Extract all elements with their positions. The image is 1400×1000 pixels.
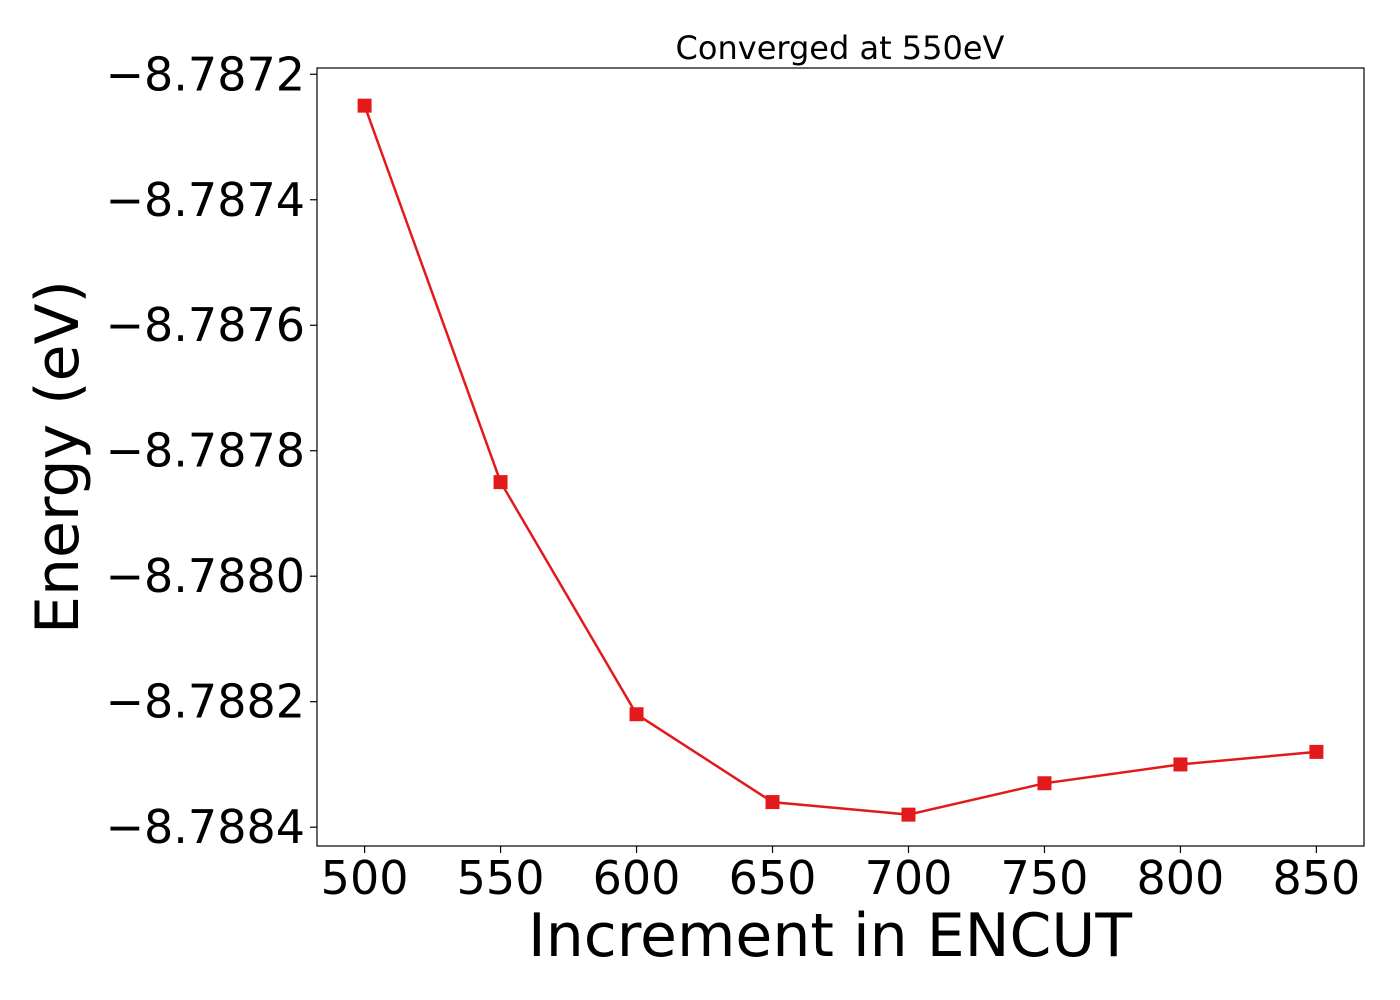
y-tick-label: −8.7878 [106, 424, 306, 478]
data-point [1173, 757, 1188, 772]
plot-frame [316, 67, 1365, 847]
x-axis: 500 550 600 650 700 750 800 850 [321, 846, 1361, 905]
y-tick-label: −8.7882 [106, 675, 306, 729]
data-point [629, 707, 644, 722]
data-point [1037, 776, 1052, 791]
y-tick-label: −8.7872 [106, 47, 306, 101]
x-tick-label: 500 [321, 851, 409, 905]
y-tick-label: −8.7880 [106, 549, 306, 603]
x-tick-label: 800 [1137, 851, 1225, 905]
data-point [493, 475, 508, 490]
x-tick-label: 550 [457, 851, 545, 905]
data-point [357, 98, 372, 113]
data-point [901, 807, 916, 822]
y-tick-label: −8.7884 [106, 800, 306, 854]
x-tick-label: 700 [865, 851, 953, 905]
chart-title: Converged at 550eV [676, 29, 1005, 67]
y-axis-label: Energy (eV) [23, 280, 93, 634]
x-axis-label: Increment in ENCUT [528, 901, 1132, 971]
x-tick-label: 750 [1001, 851, 1089, 905]
series-line [363, 105, 1317, 816]
data-point [765, 795, 780, 810]
x-tick-label: 600 [593, 851, 681, 905]
x-tick-label: 650 [729, 851, 817, 905]
y-axis: −8.7872 −8.7874 −8.7876 −8.7878 −8.7880 −8.78… [106, 47, 317, 854]
y-tick-label: −8.7874 [106, 173, 306, 227]
y-tick-label: −8.7876 [106, 298, 306, 352]
x-tick-label: 850 [1273, 851, 1361, 905]
series-layer [357, 98, 1324, 822]
data-point [1309, 744, 1324, 759]
